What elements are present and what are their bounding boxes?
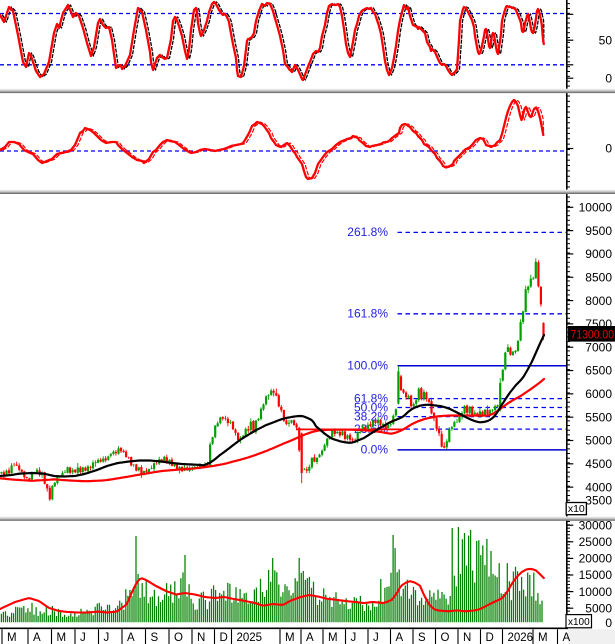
svg-text:A: A (306, 632, 314, 644)
svg-text:M: M (538, 632, 548, 644)
svg-text:M: M (285, 632, 295, 644)
svg-text:M: M (328, 632, 338, 644)
svg-text:50: 50 (599, 33, 613, 47)
svg-text:0.0%: 0.0% (361, 443, 389, 457)
svg-text:8500: 8500 (585, 271, 612, 285)
svg-text:261.8%: 261.8% (347, 225, 388, 239)
svg-text:3500: 3500 (585, 494, 612, 508)
svg-text:A: A (563, 632, 571, 644)
svg-text:N: N (463, 632, 471, 644)
svg-text:25000: 25000 (579, 535, 613, 549)
svg-text:10000: 10000 (579, 585, 613, 599)
svg-text:4000: 4000 (585, 480, 612, 494)
svg-text:10000: 10000 (579, 201, 613, 215)
svg-text:6500: 6500 (585, 364, 612, 378)
svg-text:50.0%: 50.0% (354, 400, 388, 414)
svg-text:S: S (418, 632, 426, 644)
svg-text:7000: 7000 (585, 340, 612, 354)
svg-text:6000: 6000 (585, 387, 612, 401)
svg-text:J: J (80, 632, 86, 644)
svg-text:20000: 20000 (579, 552, 613, 566)
svg-text:9500: 9500 (585, 224, 612, 238)
svg-text:M: M (57, 632, 67, 644)
svg-text:100.0%: 100.0% (347, 359, 388, 373)
svg-text:0: 0 (605, 71, 612, 85)
svg-text:5500: 5500 (585, 410, 612, 424)
svg-text:61.8%: 61.8% (354, 391, 388, 405)
svg-text:161.8%: 161.8% (347, 307, 388, 321)
svg-text:N: N (197, 632, 205, 644)
svg-text:O: O (174, 632, 183, 644)
svg-text:9000: 9000 (585, 247, 612, 261)
svg-text:4500: 4500 (585, 457, 612, 471)
svg-text:M: M (7, 632, 17, 644)
svg-text:71300.00: 71300.00 (571, 328, 615, 341)
svg-text:J: J (373, 632, 379, 644)
svg-text:A: A (396, 632, 404, 644)
svg-text:J: J (104, 632, 110, 644)
svg-text:x100: x100 (568, 617, 590, 628)
svg-text:15000: 15000 (579, 568, 613, 582)
svg-text:D: D (220, 632, 228, 644)
svg-text:A: A (127, 632, 135, 644)
svg-text:5000: 5000 (585, 601, 612, 615)
svg-text:8000: 8000 (585, 294, 612, 308)
svg-text:5000: 5000 (585, 434, 612, 448)
svg-text:J: J (351, 632, 357, 644)
svg-text:D: D (486, 632, 494, 644)
svg-text:0: 0 (605, 142, 612, 156)
svg-text:O: O (441, 632, 450, 644)
svg-text:30000: 30000 (579, 518, 613, 532)
svg-text:x10: x10 (568, 503, 585, 515)
svg-text:2025: 2025 (237, 632, 263, 644)
svg-text:2026: 2026 (508, 632, 534, 644)
svg-text:A: A (33, 632, 41, 644)
svg-text:0: 0 (605, 616, 612, 630)
svg-text:S: S (151, 632, 159, 644)
